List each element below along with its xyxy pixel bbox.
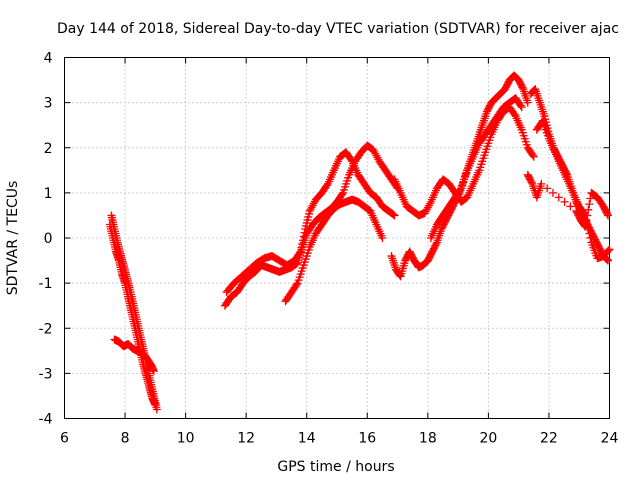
data-point [605,245,614,254]
data-point [554,193,563,202]
data-point [338,190,347,199]
data-point [560,197,569,206]
data-point [543,184,552,193]
data-point [298,236,307,245]
y-axis-label: SDTVAR / TECUs [5,181,21,296]
data-point [584,205,593,214]
data-point [586,234,595,242]
x-axis: 6 8 10 12 14 16 18 20 22 24 [60,57,619,447]
y-tick-label: 3 [44,96,53,112]
data-point [390,211,399,220]
data-point [603,211,612,220]
data-point [537,179,546,188]
data-point [583,211,592,220]
data-point [523,98,532,107]
series-arc-4 [220,141,402,310]
y-tick-label: 0 [44,231,53,247]
data-point [581,222,590,231]
data-point [149,367,158,376]
series-arc-11 [532,116,614,263]
y-tick-label: 2 [44,141,53,157]
y-tick-label: -3 [39,366,53,382]
chart-title: Day 144 of 2018, Sidereal Day-to-day VTE… [57,21,619,37]
data-point [456,185,465,194]
y-axis: -4 -3 -2 -1 0 1 2 3 4 [39,51,610,428]
data-point [298,240,307,249]
series-arc-9 [426,94,526,242]
x-tick-label: 8 [121,431,130,447]
y-tick-label: -1 [39,276,53,292]
data-point [425,199,434,208]
data-point [292,280,301,289]
data-point [527,178,536,187]
data-point [516,101,525,110]
data-point [566,202,575,211]
y-tick-label: 4 [44,51,53,67]
series-arc-5 [222,148,399,297]
data-point [548,188,557,197]
x-tick-label: 6 [60,431,69,447]
data-point [528,151,537,160]
x-tick-label: 16 [358,431,376,447]
series-arc-8 [390,103,538,220]
data-point [152,405,161,414]
x-tick-label: 18 [419,431,437,447]
x-tick-label: 12 [237,431,255,447]
data-point [518,83,527,92]
data-point [297,243,306,252]
data-point [603,256,612,265]
data-point [378,234,387,242]
data-point [296,247,305,256]
data-point [603,209,612,218]
data-point [300,228,309,237]
data-point [295,249,304,258]
data-point [529,152,538,161]
y-tick-label: 1 [44,186,53,202]
x-tick-label: 24 [601,431,619,447]
data-point [586,194,595,203]
data-point [585,200,594,209]
data-point [299,232,308,241]
data-point [151,400,160,409]
x-tick-label: 22 [540,431,558,447]
data-point [604,246,613,255]
data-point [580,221,589,230]
x-tick-label: 10 [177,431,195,447]
series-arc-6 [281,195,387,306]
y-tick-label: -4 [39,412,53,428]
data-points [105,71,614,414]
data-point [432,240,441,249]
data-point [517,103,526,112]
data-point [603,255,612,264]
data-point [395,271,404,280]
x-tick-label: 20 [479,431,497,447]
data-point [582,217,591,226]
y-tick-label: -2 [39,321,53,337]
series-arc-2 [105,220,160,409]
series-arc-12 [523,170,612,231]
x-tick-label: 14 [298,431,316,447]
x-axis-label: GPS time / hours [277,459,394,475]
data-point [585,229,594,238]
series-arc-3 [110,335,158,376]
data-point [389,210,398,219]
